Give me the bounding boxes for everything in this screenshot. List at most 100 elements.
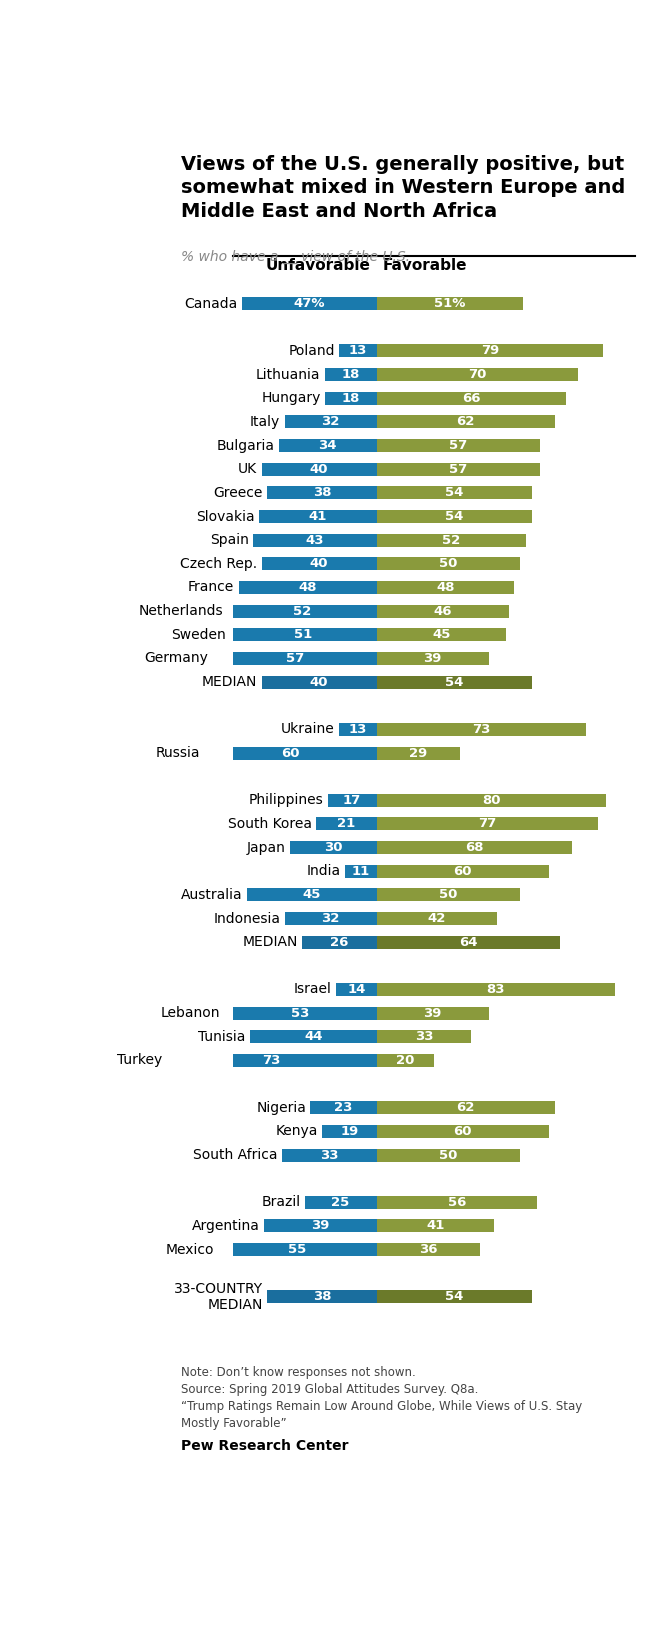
Text: 77: 77 bbox=[478, 818, 496, 831]
Text: 52: 52 bbox=[442, 533, 460, 546]
Text: 13: 13 bbox=[348, 724, 367, 737]
Text: Spain: Spain bbox=[210, 533, 249, 548]
Text: 36: 36 bbox=[419, 1244, 437, 1257]
Bar bbox=[376, 345, 603, 358]
Text: Brazil: Brazil bbox=[261, 1195, 300, 1210]
Text: 33-COUNTRY
MEDIAN: 33-COUNTRY MEDIAN bbox=[174, 1281, 263, 1312]
Bar bbox=[376, 1195, 538, 1208]
Text: 68: 68 bbox=[465, 841, 484, 854]
Text: 66: 66 bbox=[462, 392, 480, 405]
Text: Note: Don’t know responses not shown.
Source: Spring 2019 Global Attitudes Surve: Note: Don’t know responses not shown. So… bbox=[181, 1366, 582, 1431]
Text: 21: 21 bbox=[337, 818, 356, 831]
Bar bbox=[281, 1148, 376, 1161]
Text: Bulgaria: Bulgaria bbox=[216, 439, 274, 452]
Text: 32: 32 bbox=[321, 912, 340, 925]
Text: 54: 54 bbox=[445, 675, 463, 688]
Bar bbox=[262, 675, 376, 688]
Bar bbox=[259, 511, 376, 524]
Text: Pew Research Center: Pew Research Center bbox=[181, 1439, 348, 1452]
Text: 18: 18 bbox=[341, 392, 360, 405]
Bar bbox=[322, 1125, 376, 1138]
Bar bbox=[376, 486, 532, 499]
Text: Germany: Germany bbox=[144, 652, 209, 665]
Text: 25: 25 bbox=[332, 1195, 350, 1208]
Bar bbox=[250, 1031, 376, 1044]
Text: Argentina: Argentina bbox=[192, 1220, 260, 1233]
Bar bbox=[267, 1291, 376, 1304]
Bar bbox=[279, 439, 376, 452]
Text: France: France bbox=[188, 580, 235, 595]
Text: 13: 13 bbox=[348, 345, 367, 358]
Bar bbox=[376, 1220, 494, 1233]
Text: 45: 45 bbox=[303, 888, 321, 901]
Bar bbox=[305, 1195, 376, 1208]
Text: 17: 17 bbox=[343, 793, 361, 806]
Text: Nigeria: Nigeria bbox=[256, 1101, 306, 1115]
Bar bbox=[224, 1006, 376, 1020]
Text: 43: 43 bbox=[306, 533, 324, 546]
Bar bbox=[376, 675, 532, 688]
Text: 39: 39 bbox=[423, 652, 442, 665]
Text: 83: 83 bbox=[486, 984, 505, 997]
Text: 50: 50 bbox=[439, 888, 458, 901]
Text: South Africa: South Africa bbox=[193, 1148, 278, 1163]
Text: 29: 29 bbox=[409, 746, 427, 759]
Text: 44: 44 bbox=[304, 1031, 322, 1044]
Bar bbox=[376, 793, 606, 806]
Bar bbox=[376, 463, 540, 476]
Text: 53: 53 bbox=[291, 1006, 309, 1020]
Text: 33: 33 bbox=[415, 1031, 433, 1044]
Text: Russia: Russia bbox=[155, 746, 200, 759]
Text: Favorable: Favorable bbox=[382, 259, 467, 273]
Text: 40: 40 bbox=[310, 558, 328, 571]
Bar bbox=[376, 912, 497, 925]
Bar bbox=[247, 888, 376, 901]
Text: Canada: Canada bbox=[184, 296, 237, 311]
Bar bbox=[325, 392, 376, 405]
Bar bbox=[316, 818, 376, 831]
Bar bbox=[325, 367, 376, 380]
Text: Turkey: Turkey bbox=[117, 1054, 162, 1067]
Bar bbox=[339, 724, 376, 737]
Text: 19: 19 bbox=[340, 1125, 358, 1138]
Text: Poland: Poland bbox=[289, 345, 335, 358]
Text: Unfavorable: Unfavorable bbox=[266, 259, 370, 273]
Bar bbox=[376, 1101, 554, 1114]
Text: Australia: Australia bbox=[181, 888, 243, 902]
Text: Indonesia: Indonesia bbox=[213, 912, 280, 925]
Text: 50: 50 bbox=[439, 558, 458, 571]
Bar bbox=[376, 1148, 520, 1161]
Text: 39: 39 bbox=[423, 1006, 442, 1020]
Text: 51: 51 bbox=[294, 628, 313, 641]
Text: Lebanon: Lebanon bbox=[161, 1006, 220, 1020]
Bar bbox=[376, 935, 560, 948]
Bar bbox=[285, 912, 376, 925]
Bar bbox=[267, 486, 376, 499]
Text: 38: 38 bbox=[313, 1291, 332, 1304]
Text: 62: 62 bbox=[456, 1101, 474, 1114]
Bar bbox=[376, 298, 523, 311]
Text: Philippines: Philippines bbox=[249, 793, 324, 806]
Text: 41: 41 bbox=[309, 511, 327, 524]
Bar bbox=[285, 415, 376, 428]
Bar bbox=[376, 724, 586, 737]
Text: 57: 57 bbox=[449, 463, 467, 476]
Text: Slovakia: Slovakia bbox=[196, 509, 254, 524]
Text: Views of the U.S. generally positive, but
somewhat mixed in Western Europe and
M: Views of the U.S. generally positive, bu… bbox=[181, 154, 625, 221]
Text: 39: 39 bbox=[311, 1220, 330, 1233]
Bar bbox=[262, 463, 376, 476]
Text: 34: 34 bbox=[318, 439, 337, 452]
Bar bbox=[376, 367, 578, 380]
Text: Sweden: Sweden bbox=[171, 628, 226, 642]
Text: India: India bbox=[307, 865, 341, 878]
Text: MEDIAN: MEDIAN bbox=[202, 675, 257, 689]
Bar bbox=[376, 746, 460, 759]
Text: 14: 14 bbox=[347, 984, 365, 997]
Text: 54: 54 bbox=[445, 511, 463, 524]
Bar bbox=[376, 628, 506, 641]
Text: 48: 48 bbox=[298, 580, 317, 593]
Text: Czech Rep.: Czech Rep. bbox=[180, 556, 257, 571]
Text: Netherlands: Netherlands bbox=[138, 605, 223, 618]
Bar bbox=[311, 1101, 376, 1114]
Bar bbox=[227, 605, 376, 618]
